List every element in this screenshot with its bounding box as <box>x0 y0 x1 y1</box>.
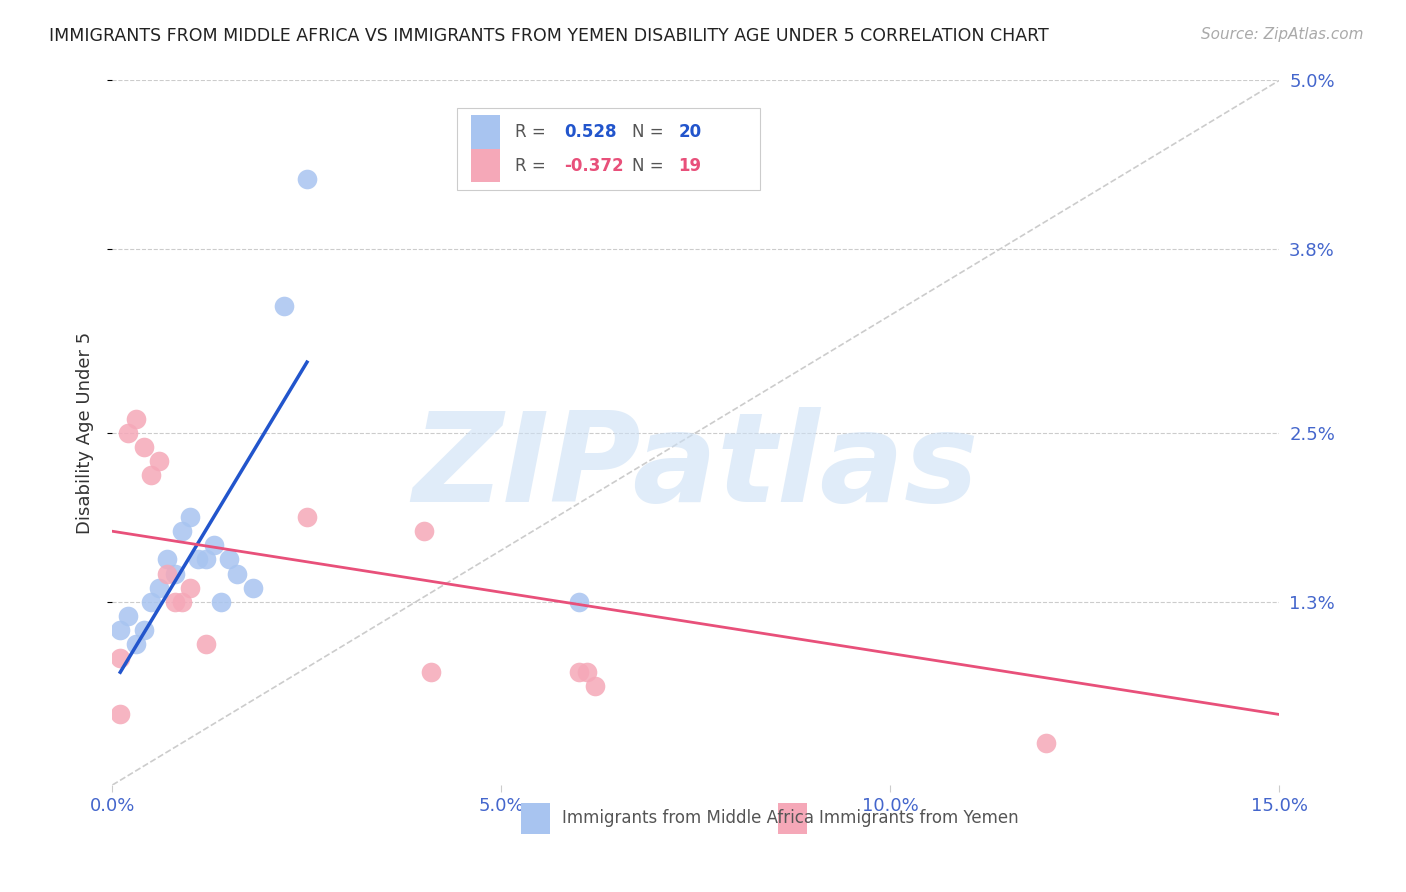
Point <box>187 552 209 566</box>
Text: N =: N = <box>631 123 669 141</box>
Text: IMMIGRANTS FROM MIDDLE AFRICA VS IMMIGRANTS FROM YEMEN DISABILITY AGE UNDER 5 CO: IMMIGRANTS FROM MIDDLE AFRICA VS IMMIGRA… <box>49 27 1049 45</box>
Text: R =: R = <box>515 123 551 141</box>
Point <box>125 637 148 651</box>
Point <box>156 566 179 581</box>
Point <box>583 679 606 693</box>
Point <box>242 581 264 595</box>
Bar <box>778 803 807 834</box>
Point <box>202 538 225 552</box>
Text: 20: 20 <box>679 123 702 141</box>
Bar <box>471 115 501 149</box>
Point <box>117 608 139 623</box>
Point <box>273 299 295 313</box>
Point <box>163 595 186 609</box>
Point <box>172 524 194 539</box>
Point <box>141 595 163 609</box>
Text: 19: 19 <box>679 157 702 175</box>
Text: -0.372: -0.372 <box>564 157 624 175</box>
Text: N =: N = <box>631 157 669 175</box>
Point <box>132 623 155 637</box>
Point <box>295 510 318 524</box>
Point <box>179 581 201 595</box>
Point <box>295 172 318 186</box>
Point <box>110 651 132 665</box>
Y-axis label: Disability Age Under 5: Disability Age Under 5 <box>76 332 94 533</box>
Point <box>420 665 443 680</box>
Point <box>568 595 591 609</box>
Point <box>179 510 201 524</box>
Text: Immigrants from Middle Africa: Immigrants from Middle Africa <box>562 809 814 827</box>
Point <box>209 595 232 609</box>
Point <box>194 552 217 566</box>
Point <box>163 566 186 581</box>
Point <box>148 454 170 468</box>
Point <box>172 595 194 609</box>
Point <box>148 581 170 595</box>
Point <box>1035 736 1057 750</box>
Point <box>110 707 132 722</box>
Point <box>125 411 148 425</box>
Bar <box>520 803 550 834</box>
Bar <box>471 149 501 183</box>
Text: R =: R = <box>515 157 551 175</box>
Text: Immigrants from Yemen: Immigrants from Yemen <box>818 809 1018 827</box>
Point <box>156 552 179 566</box>
Point <box>194 637 217 651</box>
Text: ZIPatlas: ZIPatlas <box>413 408 979 528</box>
Point <box>141 467 163 482</box>
Point <box>110 623 132 637</box>
Point <box>568 665 591 680</box>
Text: 0.528: 0.528 <box>564 123 617 141</box>
Point <box>412 524 434 539</box>
Point <box>117 425 139 440</box>
Point <box>132 440 155 454</box>
Point <box>576 665 599 680</box>
Text: Source: ZipAtlas.com: Source: ZipAtlas.com <box>1201 27 1364 42</box>
Point <box>226 566 249 581</box>
Point <box>218 552 240 566</box>
